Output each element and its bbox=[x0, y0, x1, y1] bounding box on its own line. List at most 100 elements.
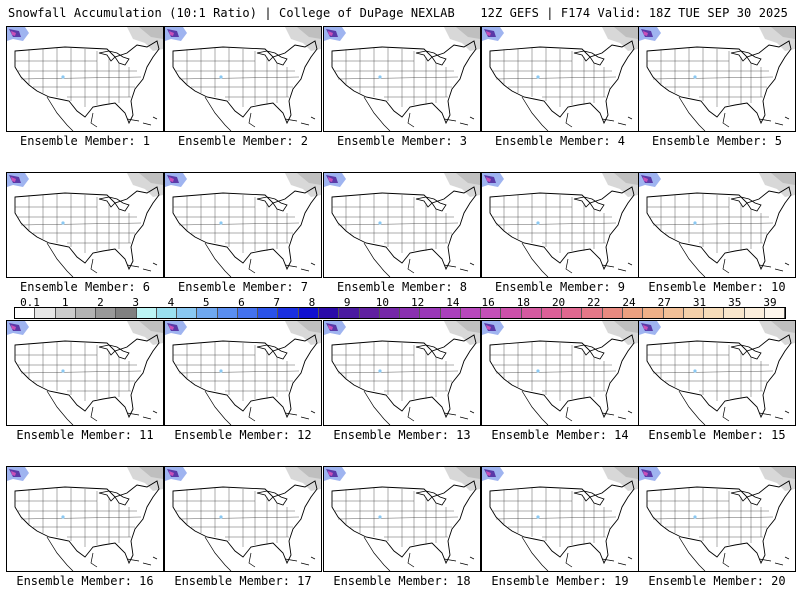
snowfall-map bbox=[481, 172, 639, 278]
member-label: Ensemble Member: 7 bbox=[177, 280, 309, 294]
colorbar-swatch bbox=[501, 308, 522, 318]
member-label: Ensemble Member: 8 bbox=[336, 280, 468, 294]
colorbar-swatch bbox=[562, 308, 583, 318]
colorbar-swatch bbox=[420, 308, 441, 318]
member-label: Ensemble Member: 16 bbox=[16, 574, 154, 588]
colorbar-swatch bbox=[683, 308, 705, 318]
colorbar-swatch bbox=[177, 308, 198, 318]
snowfall-map bbox=[6, 466, 164, 572]
us-map bbox=[324, 27, 480, 131]
snowfall-map bbox=[481, 466, 639, 572]
member-label: Ensemble Member: 15 bbox=[648, 428, 786, 442]
colorbar-tick-label: 1 bbox=[61, 296, 69, 309]
ensemble-grid: Ensemble Member: 1 Ensemble Member: 2 En… bbox=[6, 26, 796, 594]
colorbar-tick-label: 16 bbox=[481, 296, 495, 309]
us-map bbox=[639, 467, 795, 571]
us-map bbox=[7, 27, 163, 131]
us-map bbox=[7, 173, 163, 277]
colorbar-tick-label: 35 bbox=[728, 296, 742, 309]
colorbar-swatch bbox=[481, 308, 502, 318]
snowfall-map bbox=[323, 320, 481, 426]
colorbar-tick-label: 18 bbox=[516, 296, 530, 309]
colorbar-swatch bbox=[339, 308, 360, 318]
colorbar-tick-label: 24 bbox=[622, 296, 636, 309]
colorbar-swatch bbox=[75, 308, 97, 318]
colorbar-swatch bbox=[582, 308, 603, 318]
colorbar-tick-label: 10 bbox=[375, 296, 389, 309]
colorbar-tick-label: 27 bbox=[657, 296, 671, 309]
colorbar-swatch bbox=[197, 308, 218, 318]
us-map bbox=[324, 321, 480, 425]
snowfall-map bbox=[164, 320, 322, 426]
member-label: Ensemble Member: 19 bbox=[491, 574, 629, 588]
colorbar-swatch bbox=[460, 308, 482, 318]
us-map bbox=[165, 173, 321, 277]
member-label: Ensemble Member: 3 bbox=[336, 134, 468, 148]
snowfall-map bbox=[164, 26, 322, 132]
colorbar-swatch bbox=[602, 308, 623, 318]
colorbar-swatch bbox=[278, 308, 299, 318]
colorbar-tick-label: 22 bbox=[587, 296, 601, 309]
member-label: Ensemble Member: 17 bbox=[174, 574, 312, 588]
colorbar-tick-label: 6 bbox=[238, 296, 245, 309]
snowfall-map bbox=[164, 172, 322, 278]
colorbar-swatch bbox=[258, 308, 279, 318]
colorbar-tick-label: 4 bbox=[167, 296, 175, 309]
us-map bbox=[639, 321, 795, 425]
member-label: Ensemble Member: 1 bbox=[19, 134, 151, 148]
member-label: Ensemble Member: 5 bbox=[651, 134, 783, 148]
colorbar-swatch bbox=[359, 308, 380, 318]
member-label: Ensemble Member: 4 bbox=[494, 134, 626, 148]
colorbar-swatch bbox=[440, 308, 461, 318]
us-map bbox=[165, 467, 321, 571]
member-label: Ensemble Member: 6 bbox=[19, 280, 151, 294]
colorbar-swatch bbox=[35, 308, 56, 318]
colorbar-tick-label: 3 bbox=[132, 296, 140, 309]
snowfall-map bbox=[6, 172, 164, 278]
snowfall-map bbox=[164, 466, 322, 572]
us-map bbox=[482, 27, 638, 131]
colorbar bbox=[14, 307, 786, 319]
colorbar-swatch bbox=[541, 308, 563, 318]
colorbar-tick-label: 31 bbox=[692, 296, 707, 309]
colorbar-tick-label: 8 bbox=[308, 296, 316, 309]
us-map bbox=[482, 321, 638, 425]
member-label: Ensemble Member: 12 bbox=[174, 428, 312, 442]
colorbar-swatch bbox=[136, 308, 157, 318]
us-map bbox=[324, 467, 480, 571]
member-label: Ensemble Member: 10 bbox=[648, 280, 786, 294]
colorbar-swatch bbox=[96, 308, 117, 318]
header-valid-time: 12Z GEFS | F174 Valid: 18Z TUE SEP 30 20… bbox=[480, 6, 788, 20]
colorbar-tick-label: 12 bbox=[410, 296, 425, 309]
colorbar-swatch bbox=[643, 308, 664, 318]
colorbar-swatch bbox=[744, 308, 765, 318]
colorbar-swatch bbox=[704, 308, 725, 318]
us-map bbox=[639, 27, 795, 131]
colorbar-swatch bbox=[318, 308, 340, 318]
snowfall-map bbox=[323, 26, 481, 132]
colorbar-tick-label: 9 bbox=[343, 296, 351, 309]
snowfall-map bbox=[481, 320, 639, 426]
colorbar-swatch bbox=[217, 308, 238, 318]
colorbar-swatch bbox=[156, 308, 178, 318]
us-map bbox=[7, 321, 163, 425]
snowfall-map bbox=[323, 466, 481, 572]
snowfall-map bbox=[638, 172, 796, 278]
member-label: Ensemble Member: 14 bbox=[491, 428, 629, 442]
us-map bbox=[7, 467, 163, 571]
member-label: Ensemble Member: 18 bbox=[333, 574, 471, 588]
colorbar-swatch bbox=[724, 308, 745, 318]
snowfall-map bbox=[638, 320, 796, 426]
colorbar-tick-label: 14 bbox=[446, 296, 460, 309]
colorbar-swatch bbox=[764, 308, 786, 318]
member-label: Ensemble Member: 9 bbox=[494, 280, 626, 294]
us-map bbox=[165, 27, 321, 131]
snowfall-map bbox=[6, 320, 164, 426]
colorbar-swatch bbox=[237, 308, 259, 318]
snowfall-map bbox=[323, 172, 481, 278]
us-map bbox=[639, 173, 795, 277]
colorbar-swatch bbox=[521, 308, 542, 318]
us-map bbox=[482, 467, 638, 571]
us-map bbox=[324, 173, 480, 277]
member-label: Ensemble Member: 11 bbox=[16, 428, 154, 442]
